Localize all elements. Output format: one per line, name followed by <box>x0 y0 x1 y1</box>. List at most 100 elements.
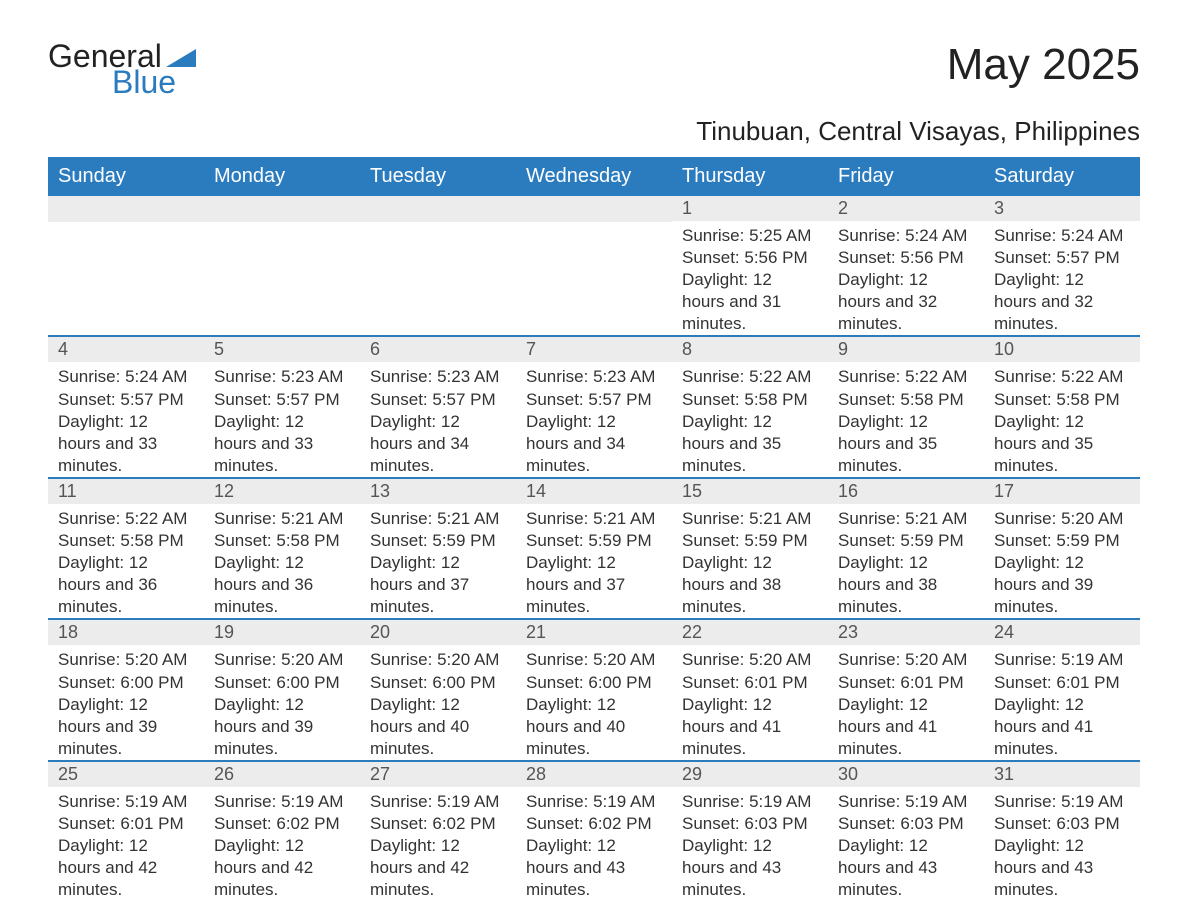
day-number: 13 <box>360 477 516 504</box>
day-number: 31 <box>984 760 1140 787</box>
weekday-header: Sunday <box>48 158 204 194</box>
sunset-value: 6:02 PM <box>432 814 495 833</box>
day-details: Sunrise: 5:19 AMSunset: 6:01 PMDaylight:… <box>984 645 1140 759</box>
day-number <box>516 194 672 222</box>
sunrise-value: 5:20 AM <box>1061 509 1123 528</box>
sunrise-label: Sunrise: <box>838 509 905 528</box>
calendar-day-cell: 23Sunrise: 5:20 AMSunset: 6:01 PMDayligh… <box>828 618 984 759</box>
sunrise-line: Sunrise: 5:21 AM <box>370 508 506 530</box>
calendar-day-cell: 9Sunrise: 5:22 AMSunset: 5:58 PMDaylight… <box>828 335 984 476</box>
day-details: Sunrise: 5:22 AMSunset: 5:58 PMDaylight:… <box>828 362 984 476</box>
daylight-label: Daylight: <box>838 553 909 572</box>
sunrise-line: Sunrise: 5:23 AM <box>214 366 350 388</box>
day-number: 20 <box>360 618 516 645</box>
day-number: 26 <box>204 760 360 787</box>
day-number: 28 <box>516 760 672 787</box>
daylight-label: Daylight: <box>370 695 441 714</box>
sunrise-label: Sunrise: <box>682 367 749 386</box>
daylight-label: Daylight: <box>58 553 129 572</box>
daylight-line: Daylight: 12 hours and 33 minutes. <box>214 411 350 477</box>
sunset-line: Sunset: 5:57 PM <box>526 389 662 411</box>
sunrise-value: 5:19 AM <box>281 792 343 811</box>
sunset-value: 6:02 PM <box>588 814 651 833</box>
sunset-value: 5:57 PM <box>1056 248 1119 267</box>
sunrise-value: 5:21 AM <box>437 509 499 528</box>
daylight-line: Daylight: 12 hours and 39 minutes. <box>214 694 350 760</box>
sunrise-line: Sunrise: 5:20 AM <box>526 649 662 671</box>
daylight-label: Daylight: <box>994 412 1065 431</box>
day-details: Sunrise: 5:22 AMSunset: 5:58 PMDaylight:… <box>984 362 1140 476</box>
sunrise-line: Sunrise: 5:24 AM <box>58 366 194 388</box>
sunrise-line: Sunrise: 5:21 AM <box>682 508 818 530</box>
sunrise-label: Sunrise: <box>994 650 1061 669</box>
calendar-week-row: 1Sunrise: 5:25 AMSunset: 5:56 PMDaylight… <box>48 194 1140 335</box>
sunset-label: Sunset: <box>58 673 120 692</box>
sunrise-line: Sunrise: 5:19 AM <box>58 791 194 813</box>
sunset-value: 5:58 PM <box>120 531 183 550</box>
weekday-header: Wednesday <box>516 158 672 194</box>
sunrise-label: Sunrise: <box>370 509 437 528</box>
sunrise-label: Sunrise: <box>682 226 749 245</box>
day-details: Sunrise: 5:21 AMSunset: 5:59 PMDaylight:… <box>360 504 516 618</box>
sunrise-label: Sunrise: <box>214 650 281 669</box>
sunrise-value: 5:20 AM <box>437 650 499 669</box>
daylight-line: Daylight: 12 hours and 41 minutes. <box>682 694 818 760</box>
sunset-line: Sunset: 5:56 PM <box>838 247 974 269</box>
day-details: Sunrise: 5:19 AMSunset: 6:03 PMDaylight:… <box>672 787 828 901</box>
daylight-line: Daylight: 12 hours and 38 minutes. <box>682 552 818 618</box>
calendar-day-cell: 15Sunrise: 5:21 AMSunset: 5:59 PMDayligh… <box>672 477 828 618</box>
calendar-day-cell: 20Sunrise: 5:20 AMSunset: 6:00 PMDayligh… <box>360 618 516 759</box>
sunset-label: Sunset: <box>682 673 744 692</box>
day-details: Sunrise: 5:19 AMSunset: 6:03 PMDaylight:… <box>984 787 1140 901</box>
day-details: Sunrise: 5:20 AMSunset: 6:01 PMDaylight:… <box>672 645 828 759</box>
calendar-table: Sunday Monday Tuesday Wednesday Thursday… <box>48 157 1140 901</box>
day-number: 7 <box>516 335 672 362</box>
day-number: 22 <box>672 618 828 645</box>
day-number: 1 <box>672 194 828 221</box>
day-number: 10 <box>984 335 1140 362</box>
sunrise-line: Sunrise: 5:19 AM <box>994 791 1130 813</box>
sunrise-label: Sunrise: <box>58 792 125 811</box>
sunset-value: 6:01 PM <box>1056 673 1119 692</box>
day-details: Sunrise: 5:20 AMSunset: 6:00 PMDaylight:… <box>204 645 360 759</box>
daylight-label: Daylight: <box>526 695 597 714</box>
sunrise-line: Sunrise: 5:20 AM <box>682 649 818 671</box>
sunrise-value: 5:19 AM <box>593 792 655 811</box>
daylight-label: Daylight: <box>370 836 441 855</box>
sunset-label: Sunset: <box>58 814 120 833</box>
sunset-label: Sunset: <box>214 390 276 409</box>
day-number: 12 <box>204 477 360 504</box>
daylight-label: Daylight: <box>682 412 753 431</box>
sunrise-value: 5:19 AM <box>749 792 811 811</box>
sunrise-value: 5:22 AM <box>1061 367 1123 386</box>
sunset-label: Sunset: <box>838 248 900 267</box>
sunrise-line: Sunrise: 5:19 AM <box>214 791 350 813</box>
daylight-label: Daylight: <box>682 553 753 572</box>
calendar-day-cell: 11Sunrise: 5:22 AMSunset: 5:58 PMDayligh… <box>48 477 204 618</box>
sunrise-value: 5:23 AM <box>437 367 499 386</box>
sunrise-label: Sunrise: <box>838 650 905 669</box>
daylight-line: Daylight: 12 hours and 43 minutes. <box>526 835 662 901</box>
day-number: 25 <box>48 760 204 787</box>
sunrise-value: 5:25 AM <box>749 226 811 245</box>
weekday-header: Friday <box>828 158 984 194</box>
sunset-value: 5:59 PM <box>900 531 963 550</box>
daylight-line: Daylight: 12 hours and 43 minutes. <box>682 835 818 901</box>
sunset-label: Sunset: <box>370 531 432 550</box>
sunrise-label: Sunrise: <box>370 792 437 811</box>
sunrise-label: Sunrise: <box>370 367 437 386</box>
sunrise-label: Sunrise: <box>682 650 749 669</box>
day-details: Sunrise: 5:23 AMSunset: 5:57 PMDaylight:… <box>360 362 516 476</box>
sunrise-value: 5:22 AM <box>125 509 187 528</box>
sunset-label: Sunset: <box>58 531 120 550</box>
sunset-label: Sunset: <box>682 248 744 267</box>
sunrise-line: Sunrise: 5:20 AM <box>214 649 350 671</box>
sunrise-value: 5:21 AM <box>749 509 811 528</box>
sunrise-value: 5:20 AM <box>125 650 187 669</box>
sunrise-value: 5:20 AM <box>905 650 967 669</box>
sunset-value: 5:57 PM <box>120 390 183 409</box>
daylight-label: Daylight: <box>994 553 1065 572</box>
daylight-label: Daylight: <box>838 412 909 431</box>
sunset-label: Sunset: <box>526 814 588 833</box>
sunset-label: Sunset: <box>994 673 1056 692</box>
